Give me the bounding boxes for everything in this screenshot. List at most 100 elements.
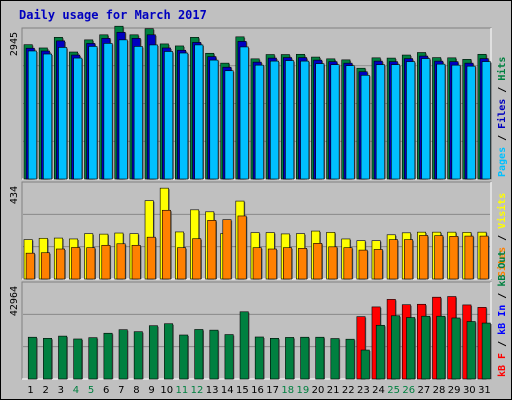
bar-middle-sites-day-16 xyxy=(252,247,262,280)
bar-bottom-kb-out-day-19 xyxy=(300,336,310,380)
bar-middle-sites-day-24 xyxy=(373,249,383,280)
bar-bottom-kb-out-day-16 xyxy=(254,336,264,380)
bar-middle-sites-day-5 xyxy=(86,247,96,280)
bar-bottom-kb-out-day-24 xyxy=(375,324,385,380)
bar-top-pages-day-25 xyxy=(391,64,400,180)
panel-middle-max-label: 434 xyxy=(9,186,20,204)
bar-top-pages-day-23 xyxy=(360,74,370,180)
day-label-16: 16 xyxy=(251,385,264,396)
bar-bottom-kb-out-day-31 xyxy=(481,322,491,380)
bar-bottom-kb-out-day-6 xyxy=(103,332,113,380)
day-label-12: 12 xyxy=(191,385,204,396)
day-label-14: 14 xyxy=(221,385,234,396)
bar-bottom-kb-out-day-1 xyxy=(27,336,37,380)
bar-middle-sites-day-28 xyxy=(434,235,444,280)
bar-middle-sites-day-3 xyxy=(56,248,65,280)
bar-top-pages-day-3 xyxy=(58,47,68,180)
legend-entry: / xyxy=(497,229,508,247)
bar-bottom-kb-out-day-3 xyxy=(58,335,68,380)
day-label-18: 18 xyxy=(281,385,294,396)
bar-top-pages-day-21 xyxy=(330,64,340,180)
day-label-4: 4 xyxy=(73,385,79,396)
day-label-25: 25 xyxy=(387,385,400,396)
bar-middle-sites-day-10 xyxy=(161,209,171,280)
legend-entry: / xyxy=(497,81,508,99)
bar-top-pages-day-22 xyxy=(345,65,355,180)
bar-top-pages-day-30 xyxy=(466,65,476,180)
bar-top-pages-day-19 xyxy=(300,60,310,180)
bar-top-pages-day-7 xyxy=(118,39,128,180)
bar-bottom-kb-out-day-23 xyxy=(360,349,370,380)
day-label-11: 11 xyxy=(175,385,188,396)
legend-entry: Pages xyxy=(497,147,508,177)
panel-top-legend: Pages / Files / Hits xyxy=(496,57,508,177)
bar-middle-sites-day-23 xyxy=(358,249,368,280)
bar-middle-sites-day-15 xyxy=(237,215,247,280)
bar-bottom-kb-out-day-27 xyxy=(421,315,431,380)
bar-middle-sites-day-22 xyxy=(343,247,353,280)
bar-bottom-kb-out-day-11 xyxy=(179,334,189,380)
panel-middle-legend: Sites / Visits xyxy=(496,193,508,277)
bar-middle-sites-day-1 xyxy=(25,252,35,280)
day-label-28: 28 xyxy=(433,385,446,396)
legend-entry: Sites xyxy=(496,247,508,277)
bar-top-pages-day-10 xyxy=(164,51,174,180)
day-label-29: 29 xyxy=(448,385,461,396)
bar-middle-sites-day-7 xyxy=(116,243,126,280)
day-label-8: 8 xyxy=(133,385,139,396)
bar-top-pages-day-4 xyxy=(73,57,83,180)
bar-bottom-kb-out-day-15 xyxy=(239,311,249,380)
bar-bottom-kb-out-day-14 xyxy=(224,334,234,380)
day-label-9: 9 xyxy=(148,385,154,396)
day-label-31: 31 xyxy=(478,385,491,396)
legend-entry: Files xyxy=(496,99,508,129)
bar-middle-sites-day-18 xyxy=(283,247,292,280)
bar-middle-sites-day-11 xyxy=(177,247,187,280)
bar-bottom-kb-out-day-25 xyxy=(391,315,400,380)
bar-middle-sites-day-20 xyxy=(313,243,323,280)
bar-middle-sites-day-14 xyxy=(222,219,232,280)
bar-bottom-kb-out-day-20 xyxy=(315,336,325,380)
day-label-20: 20 xyxy=(312,385,325,396)
day-label-21: 21 xyxy=(327,385,340,396)
legend-entry: kB F xyxy=(497,353,508,377)
bar-bottom-kb-out-day-8 xyxy=(133,331,143,380)
day-label-5: 5 xyxy=(88,385,94,396)
bar-top-pages-day-16 xyxy=(254,64,264,180)
bar-middle-sites-day-31 xyxy=(479,235,489,280)
day-label-27: 27 xyxy=(418,385,431,396)
bar-top-pages-day-8 xyxy=(133,46,143,180)
bar-middle-sites-day-2 xyxy=(40,252,50,280)
day-label-2: 2 xyxy=(43,385,49,396)
day-label-24: 24 xyxy=(372,385,385,396)
day-label-26: 26 xyxy=(402,385,415,396)
day-label-13: 13 xyxy=(206,385,219,396)
bar-top-pages-day-20 xyxy=(315,63,325,180)
bar-top-pages-day-13 xyxy=(209,59,219,180)
bar-bottom-kb-out-day-10 xyxy=(164,323,174,380)
chart-title: Daily usage for March 2017 xyxy=(19,8,207,22)
day-label-3: 3 xyxy=(58,385,64,396)
bar-top-pages-day-6 xyxy=(103,43,113,180)
bar-bottom-kb-out-day-28 xyxy=(436,315,446,380)
bar-middle-sites-day-17 xyxy=(267,248,277,280)
day-label-17: 17 xyxy=(266,385,279,396)
bar-bottom-kb-out-day-13 xyxy=(209,329,219,380)
bar-bottom-kb-out-day-9 xyxy=(148,325,158,380)
bar-top-pages-day-29 xyxy=(451,64,461,180)
bar-bottom-kb-out-day-26 xyxy=(406,317,416,380)
bar-middle-sites-day-30 xyxy=(464,235,474,280)
bar-middle-sites-day-9 xyxy=(146,236,156,280)
bar-top-pages-day-1 xyxy=(27,50,37,180)
day-label-15: 15 xyxy=(236,385,249,396)
legend-entry: Visits xyxy=(496,193,508,229)
bar-top-pages-day-17 xyxy=(270,60,279,180)
legend-entry: / xyxy=(497,335,508,353)
panel-bottom-legend: kB F / kB In / kB Out xyxy=(497,251,508,377)
bar-bottom-kb-out-day-18 xyxy=(285,337,295,380)
bar-bottom-kb-out-day-12 xyxy=(194,329,204,380)
day-label-7: 7 xyxy=(118,385,124,396)
bar-bottom-kb-out-day-21 xyxy=(330,338,340,380)
bar-middle-sites-day-27 xyxy=(419,235,429,280)
